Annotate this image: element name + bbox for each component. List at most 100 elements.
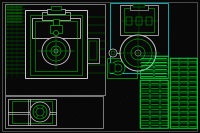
Bar (42, 12, 70, 20)
Point (149, 84, 152, 87)
Point (139, 26, 142, 28)
Point (118, 16, 121, 19)
Bar (89, 41, 97, 60)
Point (162, 7, 165, 9)
Point (74, 55, 77, 57)
Point (140, 65, 143, 67)
Point (162, 120, 165, 122)
Point (31, 50, 35, 52)
Point (108, 109, 111, 112)
Point (162, 128, 165, 130)
Point (180, 73, 183, 75)
Point (116, 108, 120, 111)
Point (92, 16, 95, 18)
Point (147, 57, 150, 59)
Point (192, 62, 195, 65)
Point (160, 34, 163, 37)
Point (152, 86, 155, 88)
Point (27, 87, 30, 89)
Point (143, 65, 146, 67)
Point (73, 48, 77, 50)
Point (150, 74, 153, 76)
Point (49, 103, 53, 106)
Point (63, 72, 66, 74)
Point (147, 115, 150, 117)
Point (156, 81, 159, 84)
Point (103, 5, 106, 8)
Point (114, 4, 117, 6)
Point (28, 98, 31, 100)
Point (24, 77, 27, 79)
Point (80, 52, 83, 54)
Point (183, 17, 186, 20)
Point (57, 38, 61, 40)
Point (2, 90, 6, 92)
Point (24, 19, 27, 21)
Point (119, 78, 123, 80)
Point (53, 74, 56, 77)
Point (19, 40, 22, 42)
Point (25, 40, 28, 42)
Point (11, 70, 14, 72)
Point (110, 93, 113, 95)
Point (126, 70, 129, 73)
Point (172, 114, 175, 116)
Point (27, 54, 31, 56)
Point (120, 10, 123, 12)
Point (41, 18, 44, 21)
Point (45, 56, 49, 58)
Point (154, 107, 157, 109)
Point (162, 75, 165, 77)
Point (56, 113, 59, 115)
Point (123, 21, 126, 23)
Point (51, 18, 55, 20)
Point (113, 92, 116, 94)
Point (43, 102, 46, 104)
Point (51, 20, 54, 23)
Point (181, 63, 185, 65)
Point (131, 74, 135, 77)
Bar (87, 38, 99, 63)
Bar (110, 3, 168, 73)
Point (126, 19, 129, 21)
Point (100, 27, 103, 29)
Point (48, 102, 51, 104)
Point (16, 127, 19, 129)
Point (99, 3, 102, 5)
Point (195, 52, 198, 54)
Point (88, 66, 91, 68)
Point (64, 119, 67, 121)
Point (193, 42, 196, 44)
Point (173, 111, 176, 113)
Point (162, 92, 165, 94)
Point (90, 15, 93, 17)
Point (23, 10, 26, 12)
Point (37, 14, 40, 16)
Point (143, 128, 146, 130)
Bar (133, 4, 145, 7)
Point (160, 118, 163, 120)
Point (92, 25, 95, 28)
Point (30, 19, 33, 21)
Point (179, 117, 182, 119)
Point (156, 72, 159, 74)
Point (8, 64, 11, 66)
Point (124, 29, 127, 31)
Point (172, 81, 175, 83)
Point (81, 26, 84, 28)
Point (39, 94, 42, 96)
Point (106, 43, 109, 45)
Point (15, 55, 18, 57)
Point (60, 4, 63, 7)
Point (65, 32, 68, 34)
Point (28, 54, 31, 57)
Point (41, 112, 44, 115)
Point (123, 63, 127, 66)
Point (136, 32, 139, 34)
Point (75, 51, 78, 54)
Point (138, 110, 142, 112)
Point (45, 119, 48, 121)
Point (123, 77, 126, 80)
Point (122, 60, 125, 62)
Point (15, 30, 18, 32)
